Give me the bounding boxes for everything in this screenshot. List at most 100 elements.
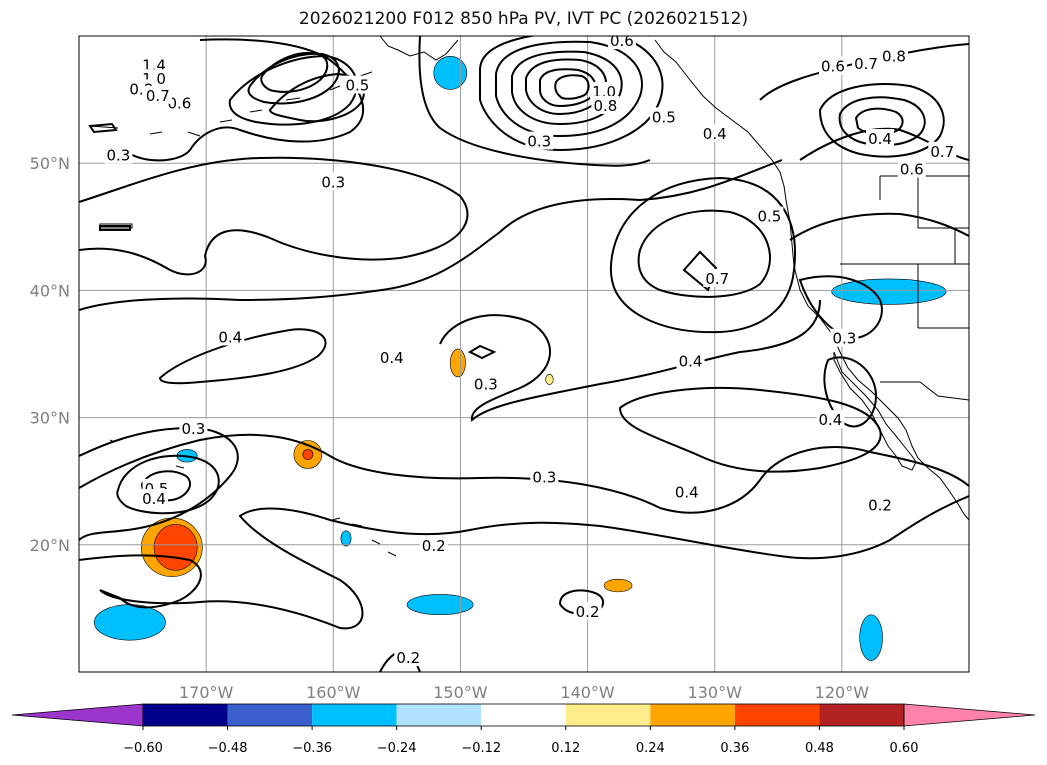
pv-contour-label: 0.4 [818, 411, 842, 429]
pv-contour [479, 36, 664, 152]
colorbar-extend-low [11, 703, 144, 727]
north-america-coastline [654, 39, 969, 521]
colorbar-segment [481, 704, 566, 726]
contour-label-background [140, 489, 169, 508]
contour-label-background [179, 419, 208, 438]
longitude-tick-label: 160°W [306, 683, 361, 702]
contour-label-background [419, 536, 448, 555]
pv-contour [609, 176, 796, 334]
pv-contour [637, 209, 771, 298]
pv-contour-label: 0.7 [930, 143, 954, 161]
contour-label-background [319, 172, 348, 191]
map-frame [78, 35, 970, 673]
contour-label-background [928, 141, 957, 160]
contour-label-background [703, 268, 732, 287]
ivt-shaded-region [406, 594, 474, 616]
pv-contour-label: 0.8 [882, 47, 906, 65]
pv-contour-label: 0.4 [380, 349, 404, 367]
pv-contour-label: 0.2 [396, 649, 420, 667]
map-area[interactable]: 1.41.00.80.60.70.50.30.30.61.00.80.50.3 0… [79, 31, 969, 672]
pv-contour [467, 344, 497, 360]
colorbar-extend-high [903, 703, 1036, 727]
contour-label-background [143, 85, 172, 104]
contour-label-background [816, 410, 845, 429]
pv-contour [228, 54, 358, 126]
ivt-shaded-region [831, 278, 947, 305]
pv-contour-label: 0.7 [854, 55, 878, 73]
contour-label-background [879, 46, 908, 65]
colorbar-segment [650, 704, 735, 726]
pv-contour [129, 38, 365, 162]
longitude-tick-label: 150°W [433, 683, 488, 702]
latitude-tick-label: 40°N [30, 281, 70, 300]
aleutian-islands [89, 71, 373, 229]
pv-contour [439, 299, 821, 422]
pv-contour [682, 250, 718, 292]
contour-label-background [755, 206, 784, 225]
longitude-tick-label: 140°W [560, 683, 615, 702]
colorbar-tick-label: −0.60 [123, 741, 163, 756]
pv-contour-label: 0.3 [532, 468, 556, 486]
pv-contour [418, 36, 651, 167]
contour-label-background [343, 75, 372, 94]
contour-label-background [830, 328, 859, 347]
pv-contour [79, 426, 239, 541]
pv-contour [798, 275, 883, 340]
latitude-tick-label: 30°N [30, 409, 70, 428]
contour-label-background [216, 327, 245, 346]
contour-label-background [590, 81, 619, 100]
pv-contour-label: 0.4 [218, 328, 242, 346]
map-background [79, 36, 969, 672]
pv-contour-label: 0.3 [181, 420, 205, 438]
pv-contour-label: 0.2 [422, 537, 446, 555]
colorbar-tick-label: −0.12 [461, 741, 501, 756]
ivt-shaded-region [603, 578, 633, 593]
contour-label-background [700, 123, 729, 142]
contour-label-background [104, 145, 133, 164]
ivt-shaded-region [449, 348, 466, 378]
contour-label-background [897, 159, 926, 178]
colorbar-tick-label: −0.36 [292, 741, 332, 756]
pv-contour [789, 212, 969, 241]
pv-contour-label: 0.6 [610, 32, 634, 50]
ivt-shaded-region [433, 56, 468, 90]
pv-contour-label: 0.6 [821, 58, 845, 76]
pv-contour [79, 156, 469, 276]
contour-label-background [676, 351, 705, 370]
contour-label-background [607, 36, 636, 50]
pv-contour-label: 0.3 [527, 133, 551, 151]
ivt-shaded-region [93, 604, 166, 641]
pv-contour [838, 96, 926, 147]
pv-contours [79, 36, 969, 672]
ivt-shaded-region [153, 524, 198, 571]
contour-label-background [591, 95, 620, 114]
alaska-coastline [379, 36, 459, 61]
pv-contour-label: 0.5 [652, 108, 676, 126]
contour-label-background [852, 53, 881, 72]
contour-label-background [394, 648, 423, 667]
contour-label-background [672, 482, 701, 501]
colorbar-tick-label: 0.12 [551, 741, 580, 756]
pv-contour-label: 0.3 [474, 376, 498, 394]
pv-contour [99, 225, 131, 231]
contour-label-background [866, 495, 894, 514]
hawaii-islands [109, 439, 397, 557]
contour-label-background [573, 602, 602, 621]
pv-contour-label: 0.4 [142, 490, 166, 508]
coastlines [89, 36, 969, 557]
pv-contour-label: 0.4 [868, 130, 892, 148]
pv-contour [79, 507, 364, 630]
colorbar: −0.60 −0.48 −0.36 −0.24 −0.12 0.12 0.24 0.36 0.4… [11, 703, 1036, 756]
pv-contour-label: 0.6 [168, 94, 192, 112]
colorbar-tick-label: 0.60 [890, 741, 919, 756]
ivt-shaded-region [340, 530, 352, 547]
map-title: 2026021200 F012 850 hPa PV, IVT PC (2026… [298, 9, 749, 29]
colorbar-frame [142, 703, 905, 727]
contour-label-background [525, 131, 554, 150]
pv-contour-label: 0.5 [757, 208, 781, 226]
pv-contour [116, 454, 220, 515]
colorbar-segment [819, 704, 904, 726]
ivt-shaded-region [302, 449, 314, 460]
pv-contour-label: 0.3 [832, 330, 856, 348]
